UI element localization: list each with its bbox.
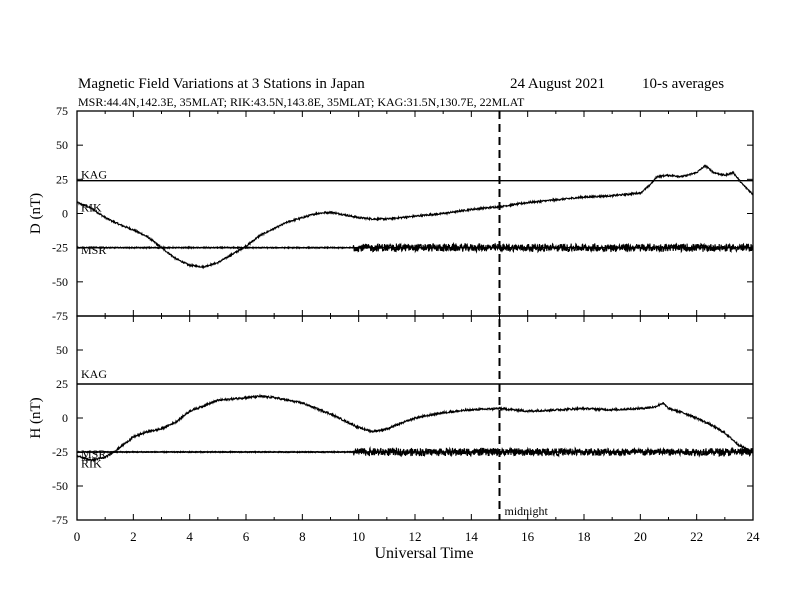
- x-tick-label: 18: [578, 529, 591, 544]
- station-label-kag: KAG: [81, 168, 107, 182]
- x-tick-label: 14: [465, 529, 479, 544]
- series-msr: [76, 446, 754, 458]
- y-tick-label: -50: [52, 479, 68, 493]
- chart-date: 24 August 2021: [510, 76, 605, 92]
- x-axis-label: Universal Time: [374, 545, 473, 562]
- y-tick-label: 75: [56, 104, 68, 118]
- x-tick-label: 24: [747, 529, 761, 544]
- series-rik: [76, 393, 754, 463]
- series-rik: [76, 164, 754, 270]
- y-tick-label: -75: [52, 513, 68, 527]
- y-tick-label: 50: [56, 343, 68, 357]
- y-tick-label: -75: [52, 309, 68, 323]
- y-tick-label: 25: [56, 172, 68, 186]
- chart-subtitle: MSR:44.4N,142.3E, 35MLAT; RIK:43.5N,143.…: [78, 95, 525, 109]
- chart-title: Magnetic Field Variations at 3 Stations …: [78, 76, 365, 92]
- y-tick-label: -50: [52, 275, 68, 289]
- y-tick-label: 25: [56, 377, 68, 391]
- x-tick-label: 4: [186, 529, 193, 544]
- y-axis-label: H (nT): [28, 397, 44, 438]
- y-axis-label: D (nT): [28, 193, 44, 234]
- y-tick-label: 0: [62, 411, 68, 425]
- x-axis: 0 2 4 6 8 10 12 14 16 18 20 22 24: [74, 529, 760, 544]
- station-label-rik: RIK: [81, 457, 102, 471]
- midnight-label: midnight: [505, 504, 549, 518]
- series-msr: [76, 241, 754, 254]
- x-tick-label: 20: [634, 529, 647, 544]
- station-label-kag: KAG: [81, 367, 107, 381]
- x-tick-label: 6: [243, 529, 250, 544]
- x-tick-label: 2: [130, 529, 137, 544]
- x-tick-label: 16: [521, 529, 535, 544]
- plot-frame: [76, 110, 754, 317]
- y-tick-label: 50: [56, 138, 68, 152]
- x-tick-label: 22: [690, 529, 703, 544]
- station-label-msr: MSR: [81, 243, 106, 257]
- x-tick-label: 8: [299, 529, 306, 544]
- y-tick-label: 0: [62, 207, 68, 221]
- x-tick-label: 0: [74, 529, 81, 544]
- chart-averaging: 10-s averages: [642, 76, 724, 92]
- y-tick-label: -25: [52, 445, 68, 459]
- x-tick-label: 10: [352, 529, 365, 544]
- x-tick-label: 12: [409, 529, 422, 544]
- y-tick-label: -25: [52, 241, 68, 255]
